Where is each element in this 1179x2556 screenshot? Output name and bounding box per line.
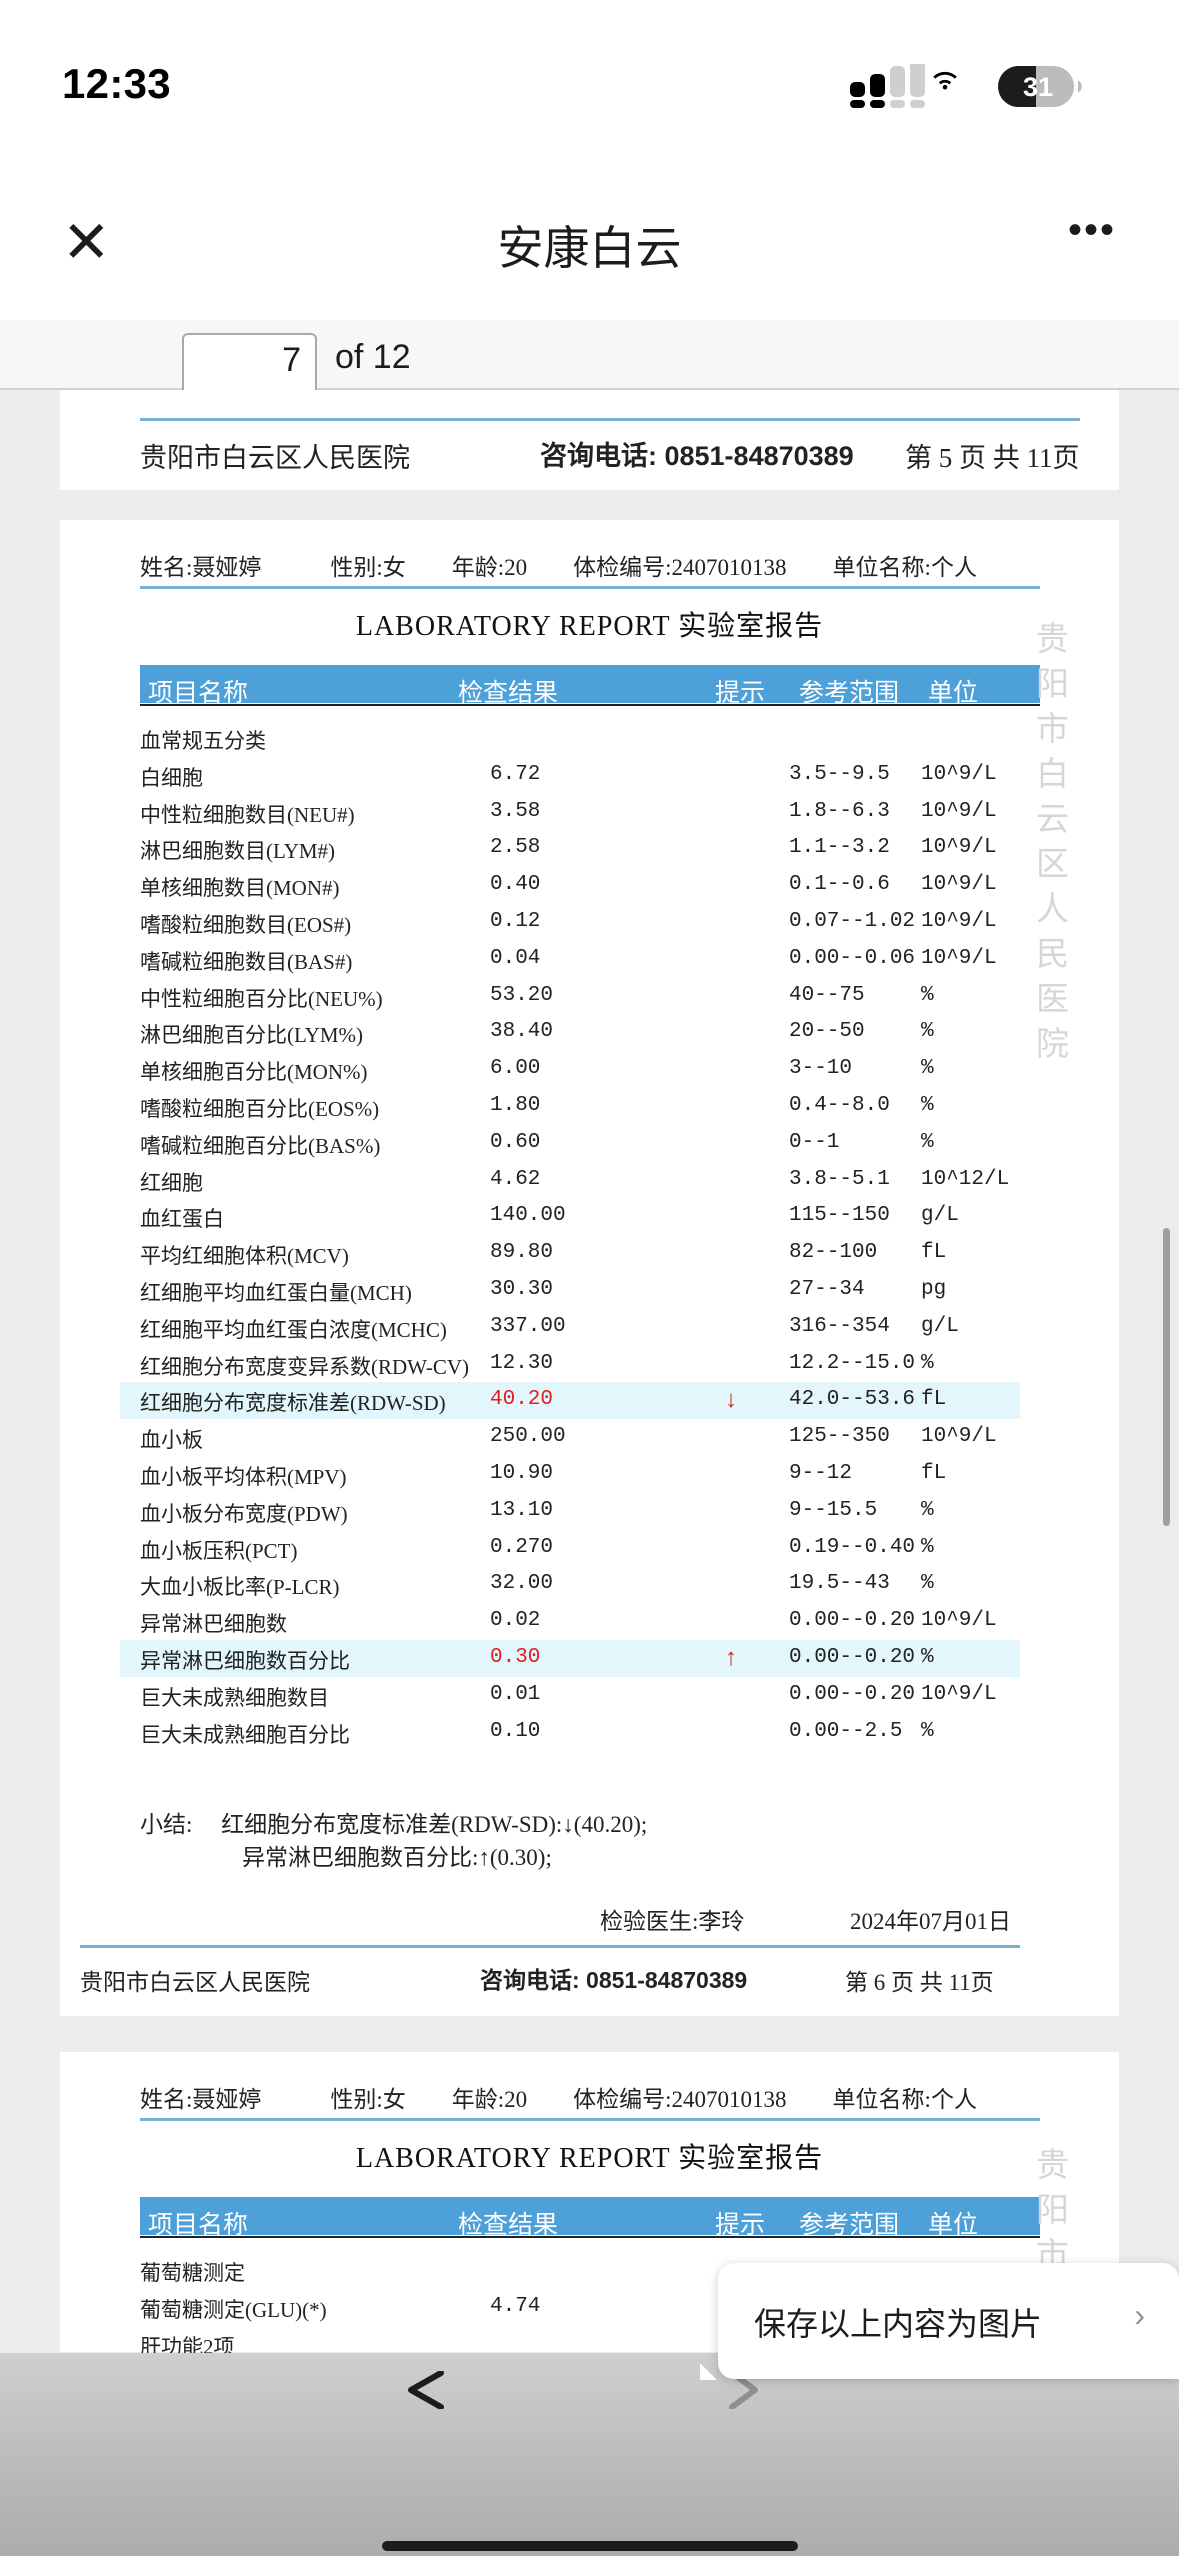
svg-text:31: 31 (1023, 72, 1053, 102)
